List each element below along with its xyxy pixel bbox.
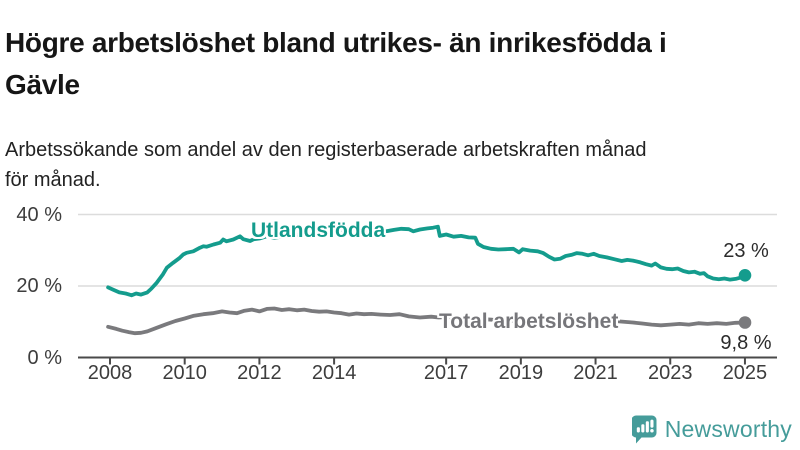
newsworthy-logo-icon: [631, 415, 657, 444]
x-tick-label: 2023: [648, 362, 693, 384]
x-tick-label: 2019: [498, 362, 544, 384]
x-tick-label: 2008: [87, 362, 133, 384]
end-dot-1: [738, 316, 752, 329]
series-label-total-arbetsloshet: Total arbetslöshet: [439, 310, 619, 333]
end-value-utlandsfodda: 23 %: [723, 240, 769, 262]
series-line-1: [106, 306, 747, 336]
subtitle-line-2: för månad.: [5, 169, 101, 191]
series-line-0: [106, 224, 747, 298]
chart-subtitle: Arbetssökande som andel av den registerb…: [5, 135, 793, 195]
x-tick-label: 2025: [722, 362, 768, 384]
series-label-utlandsfodda: Utlandsfödda: [251, 219, 386, 242]
x-tick-label: 2010: [162, 362, 207, 384]
y-tick-label: 20 %: [16, 275, 62, 297]
x-tick-label: 2017: [423, 362, 469, 384]
newsworthy-wordmark: Newsworthy: [664, 416, 792, 442]
y-tick-label: 40 %: [16, 203, 62, 226]
title-line-1: Högre arbetslöshet bland utrikes- än inr…: [5, 26, 667, 58]
newsworthy-branding: Newsworthy: [631, 415, 792, 444]
x-tick-label: 2012: [237, 362, 282, 384]
page-title: Högre arbetslöshet bland utrikes- än inr…: [5, 22, 793, 106]
title-line-2: Gävle: [5, 68, 80, 100]
end-dot-0: [738, 269, 752, 282]
subtitle-line-1: Arbetssökande som andel av den registerb…: [5, 139, 647, 161]
y-tick-label: 0 %: [27, 346, 62, 369]
x-tick-label: 2014: [311, 362, 357, 384]
x-tick-label: 2021: [573, 362, 618, 384]
end-value-total: 9,8 %: [720, 332, 772, 354]
